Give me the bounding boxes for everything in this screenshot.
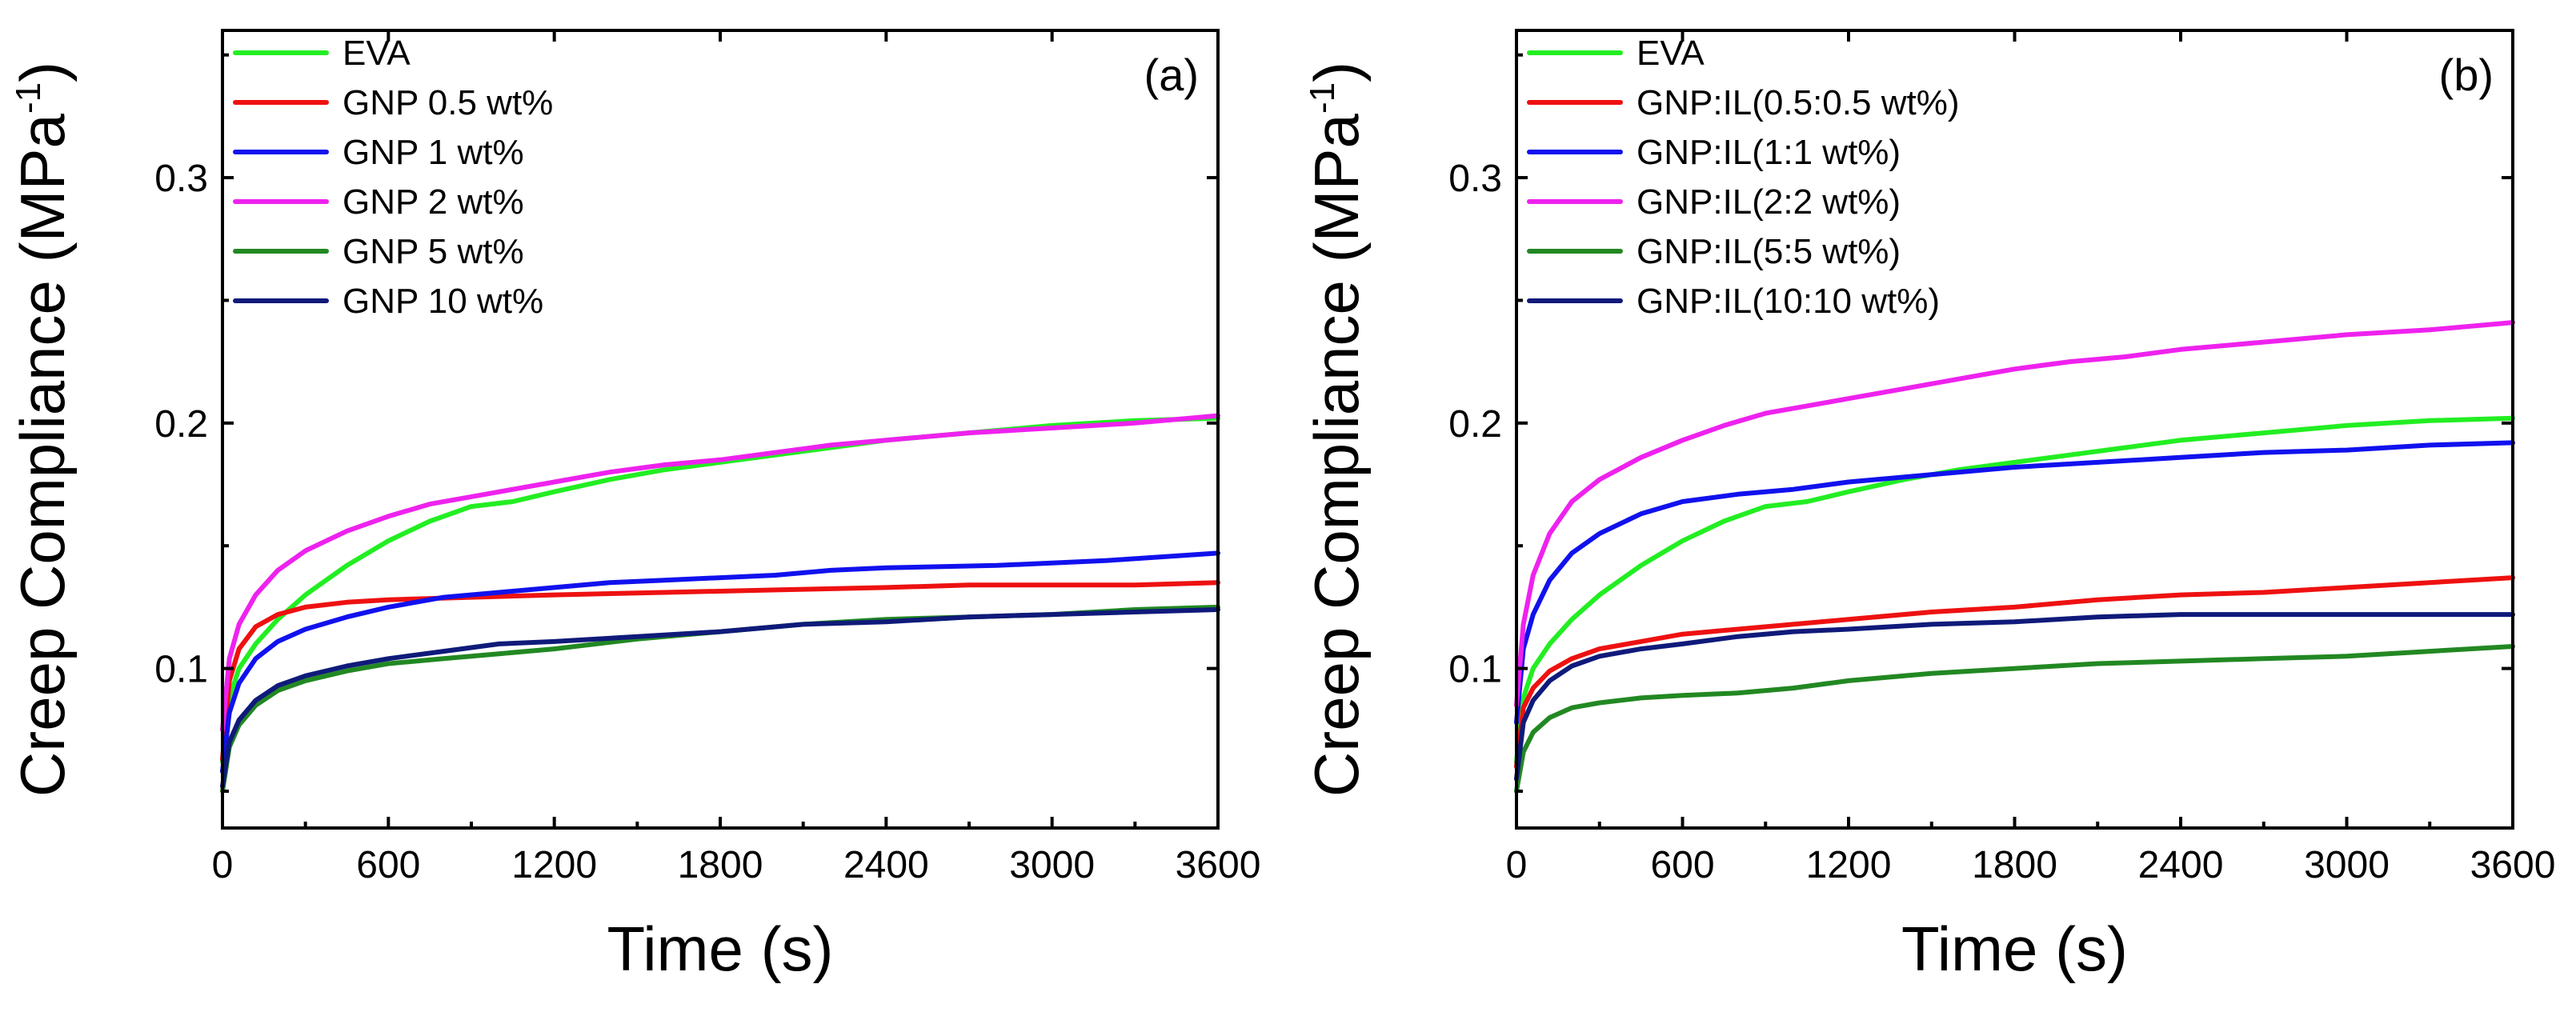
panel-a-legend-label-6: GNP 10 wt% bbox=[343, 282, 543, 321]
panel-b-y-axis-title-close: ) bbox=[1301, 62, 1372, 82]
panel-b: 0 600 1200 1800 2400 3000 3600 0.1 0.2 0.3 Time (s… bbox=[1301, 29, 2556, 984]
panel-b-series-line-6 bbox=[1514, 612, 2515, 782]
panel-b-y-axis-title-main: Creep Compliance (MPa bbox=[1301, 113, 1372, 797]
panel-a-series-line-6 bbox=[220, 607, 1220, 789]
panel-a-y-tick-label: 0.2 bbox=[154, 403, 208, 446]
panel-b-x-axis-title: Time (s) bbox=[1901, 914, 2128, 984]
panel-b-label: (b) bbox=[2439, 50, 2494, 100]
panel-a-x-tick-label: 2400 bbox=[843, 844, 929, 886]
panel-a-y-tick-label: 0.1 bbox=[154, 649, 208, 691]
panel-a-legend-label-3: GNP 1 wt% bbox=[343, 133, 524, 172]
panel-b-y-tick-label: 0.3 bbox=[1448, 158, 1502, 200]
panel-b-series-line-2 bbox=[1514, 575, 2515, 770]
panel-b-x-tick-label: 3600 bbox=[2470, 844, 2556, 886]
panel-b-legend-label-4: GNP:IL(2:2 wt%) bbox=[1637, 182, 1901, 222]
panel-a-x-tick-label: 0 bbox=[212, 844, 234, 886]
panel-a-x-tick-label: 1200 bbox=[511, 844, 597, 886]
panel-a-y-axis-title: Creep Compliance (MPa-1) bbox=[7, 62, 78, 797]
panel-a-series-line-4 bbox=[220, 413, 1220, 733]
panel-b-legend-label-6: GNP:IL(10:10 wt%) bbox=[1637, 282, 1940, 321]
panel-a-legend-label-2: GNP 0.5 wt% bbox=[343, 83, 553, 122]
panel-a-series-line-3 bbox=[220, 550, 1220, 774]
panel-a-series bbox=[220, 413, 1220, 794]
panel-b-series-line-5 bbox=[1514, 644, 2515, 794]
panel-a-x-tick-label: 3600 bbox=[1176, 844, 1261, 886]
panel-a-legend-label-5: GNP 5 wt% bbox=[343, 232, 524, 271]
panel-b-legend: EVA GNP:IL(0.5:0.5 wt%) GNP:IL(1:1 wt%) GNP… bbox=[1527, 34, 1959, 321]
panel-b-series bbox=[1514, 320, 2515, 794]
panel-a-label: (a) bbox=[1144, 50, 1199, 100]
panel-a-legend-label-4: GNP 2 wt% bbox=[343, 182, 524, 222]
panel-b-series-line-4 bbox=[1514, 320, 2515, 708]
panel-b-x-tick-label: 600 bbox=[1650, 844, 1714, 886]
panel-b-y-tick-label: 0.2 bbox=[1448, 403, 1502, 446]
panel-b-legend-label-5: GNP:IL(5:5 wt%) bbox=[1637, 232, 1901, 271]
panel-a-y-axis-title-main: Creep Compliance (MPa bbox=[7, 113, 78, 797]
panel-b-y-tick-label: 0.1 bbox=[1448, 649, 1502, 691]
panel-a-x-axis-title: Time (s) bbox=[607, 914, 833, 984]
panels: 0 600 1200 1800 2400 3000 3600 0.1 0.2 0.3 Time (s… bbox=[7, 29, 2556, 984]
panel-b-legend-label-1: EVA bbox=[1637, 34, 1705, 73]
panel-b-series-line-1 bbox=[1514, 415, 2515, 765]
panel-b-series-line-3 bbox=[1514, 440, 2515, 726]
panel-b-legend-label-3: GNP:IL(1:1 wt%) bbox=[1637, 133, 1901, 172]
panel-a-y-tick-label: 0.3 bbox=[154, 158, 208, 200]
panel-b-x-tick-label: 2400 bbox=[2138, 844, 2224, 886]
panel-b-x-tick-label: 1800 bbox=[1972, 844, 2057, 886]
panel-a-legend: EVA GNP 0.5 wt% GNP 1 wt% GNP 2 wt% GNP 5 wt… bbox=[233, 34, 553, 321]
panel-a-legend-label-1: EVA bbox=[343, 34, 411, 73]
panel-a-series-line-2 bbox=[220, 580, 1220, 762]
panel-b-x-tick-label: 1200 bbox=[1806, 844, 1892, 886]
panel-a-y-axis-title-close: ) bbox=[7, 62, 78, 82]
panel-b-legend-label-2: GNP:IL(0.5:0.5 wt%) bbox=[1637, 83, 1959, 122]
panel-b-x-tick-label: 0 bbox=[1506, 844, 1528, 886]
panel-b-y-axis-title-sup: -1 bbox=[1303, 82, 1342, 114]
panel-a-x-tick-label: 3000 bbox=[1009, 844, 1095, 886]
panel-b-y-axis-title: Creep Compliance (MPa-1) bbox=[1301, 62, 1372, 797]
panel-a-x-tick-label: 1800 bbox=[678, 844, 763, 886]
panel-b-x-tick-label: 3000 bbox=[2304, 844, 2390, 886]
panel-a: 0 600 1200 1800 2400 3000 3600 0.1 0.2 0.3 Time (s… bbox=[7, 29, 1261, 984]
panel-a-y-axis-title-sup: -1 bbox=[9, 82, 48, 114]
panel-a-x-tick-label: 600 bbox=[356, 844, 420, 886]
